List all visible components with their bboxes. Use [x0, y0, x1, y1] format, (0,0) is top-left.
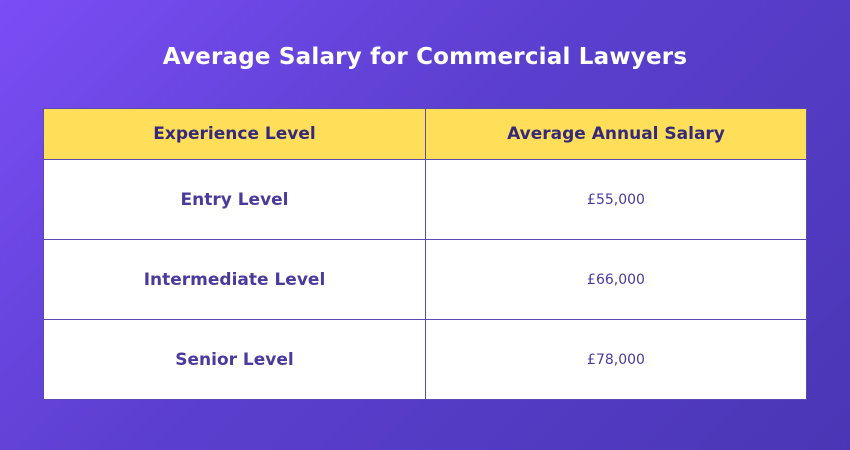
header-average-annual-salary: Average Annual Salary: [425, 108, 807, 160]
salary-cell: £66,000: [425, 239, 807, 320]
salary-table: Experience Level Average Annual Salary E…: [43, 108, 807, 400]
table-row: Entry Level £55,000: [43, 159, 807, 240]
salary-cell: £78,000: [425, 319, 807, 400]
experience-level-cell: Intermediate Level: [43, 239, 426, 320]
table-row: Intermediate Level £66,000: [43, 239, 807, 320]
experience-level-cell: Entry Level: [43, 159, 426, 240]
salary-cell: £55,000: [425, 159, 807, 240]
table-header-row: Experience Level Average Annual Salary: [43, 108, 807, 160]
page-title: Average Salary for Commercial Lawyers: [162, 44, 688, 70]
header-experience-level: Experience Level: [43, 108, 426, 160]
table-row: Senior Level £78,000: [43, 319, 807, 400]
experience-level-cell: Senior Level: [43, 319, 426, 400]
